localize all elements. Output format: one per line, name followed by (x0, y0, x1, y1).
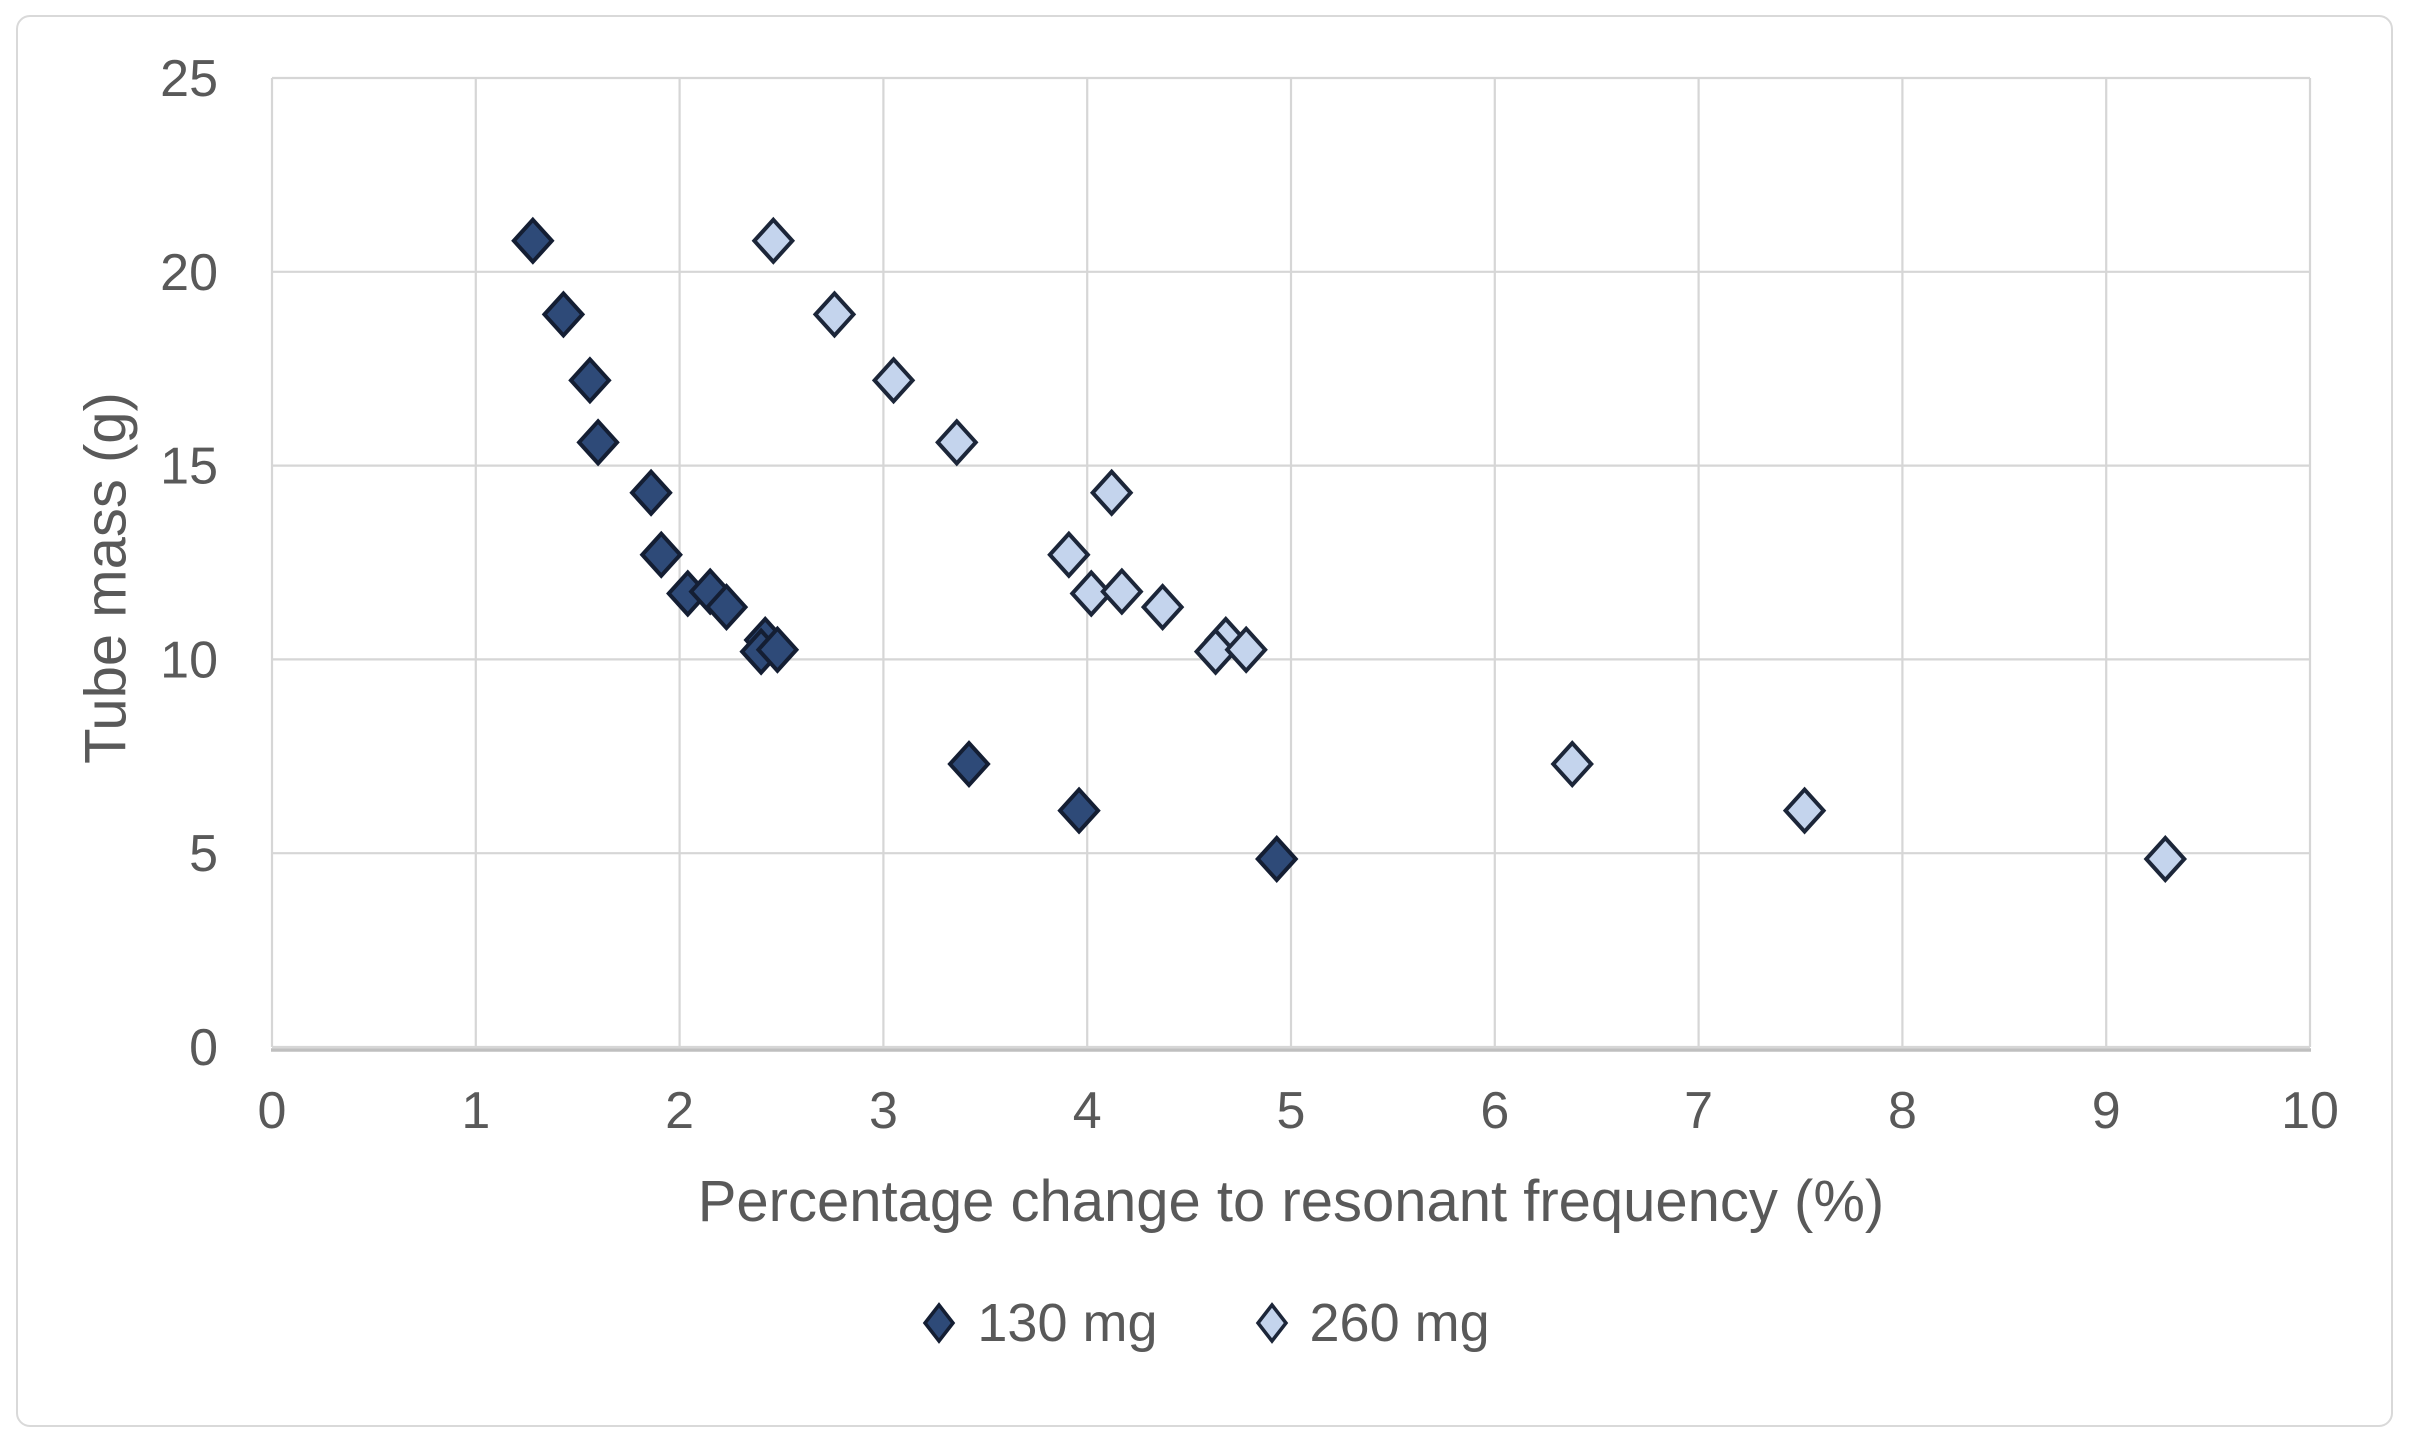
y-tick-label: 0 (189, 1019, 218, 1077)
chart-area-border (16, 15, 2393, 1427)
data-point-130mg (576, 418, 620, 467)
data-point-260mg (1224, 625, 1268, 674)
x-tick-label: 5 (1277, 1082, 1306, 1140)
data-point-130mg (755, 625, 800, 674)
legend-diamond-icon (1255, 1302, 1288, 1344)
data-point-260mg (1089, 468, 1134, 517)
data-point-260mg (812, 290, 857, 339)
x-tick-label: 7 (1684, 1082, 1713, 1140)
data-point-130mg (568, 356, 612, 405)
x-axis-title: Percentage change to resonant frequency … (697, 1169, 1885, 1234)
x-tick-label: 3 (869, 1082, 898, 1140)
data-point-130mg (639, 530, 683, 579)
data-point-130mg (947, 740, 991, 789)
data-point-260mg (751, 216, 796, 265)
x-tick-label: 10 (2281, 1082, 2339, 1140)
data-point-260mg (1782, 786, 1827, 835)
x-tick-label: 2 (665, 1082, 694, 1140)
y-tick-label: 5 (189, 825, 218, 883)
data-point-130mg (541, 290, 586, 339)
x-tick-label: 1 (461, 1082, 490, 1140)
data-point-260mg (1193, 627, 1238, 676)
data-point-130mg (1255, 835, 1299, 883)
legend-label: 260 mg (1309, 1293, 1490, 1353)
data-point-260mg (935, 418, 979, 467)
y-tick-label: 25 (160, 50, 218, 108)
x-tick-label: 6 (1480, 1082, 1509, 1140)
data-point-260mg (871, 356, 916, 405)
data-point-260mg (1100, 567, 1144, 616)
data-point-260mg (2143, 835, 2187, 883)
legend-diamond-icon (923, 1302, 956, 1344)
legend-item-130mg: 130 mg (921, 1292, 1158, 1354)
data-point-130mg (629, 468, 673, 517)
x-tick-label: 8 (1888, 1082, 1917, 1140)
data-point-260mg (1047, 530, 1091, 579)
legend-item-260mg: 260 mg (1254, 1292, 1490, 1354)
y-tick-label: 15 (160, 438, 218, 496)
x-tick-label: 4 (1073, 1082, 1102, 1140)
legend: 130 mg 260 mg (0, 1292, 2411, 1354)
data-point-130mg (1057, 786, 1101, 835)
y-tick-label: 10 (160, 631, 218, 689)
y-tick-label: 20 (160, 244, 218, 302)
data-point-130mg (704, 583, 749, 632)
legend-label: 130 mg (977, 1293, 1158, 1353)
data-point-260mg (1069, 569, 1113, 618)
data-point-260mg (1550, 740, 1594, 789)
y-axis-title: Tube mass (g) (73, 392, 139, 764)
x-tick-label: 9 (2092, 1082, 2121, 1140)
data-point-260mg (1140, 583, 1185, 632)
x-tick-label: 0 (258, 1082, 287, 1140)
data-point-130mg (511, 216, 555, 265)
